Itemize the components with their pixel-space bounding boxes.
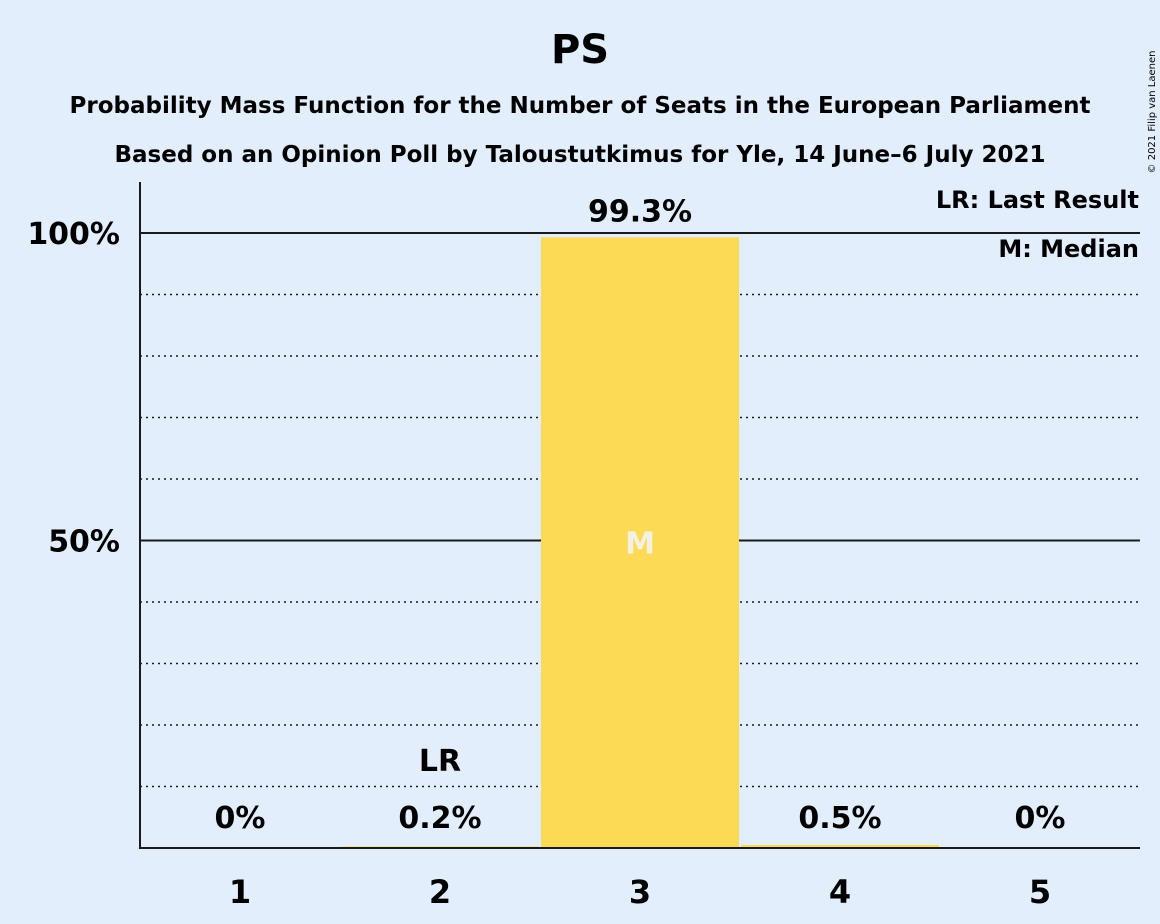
chart-title: PS (551, 27, 609, 73)
y-tick-labels: 50% 100% (27, 217, 120, 560)
bar (741, 844, 939, 848)
x-tick-label: 3 (629, 873, 651, 911)
y-tick-label: 100% (27, 217, 120, 252)
data-label: 0.2% (398, 801, 481, 836)
bar (541, 237, 739, 848)
legend-median: M: Median (998, 235, 1139, 263)
data-label: 0% (215, 801, 266, 836)
chart-subtitle-line-1: Probability Mass Function for the Number… (70, 93, 1091, 119)
y-tick-label: 50% (48, 525, 120, 560)
legend-last-result: LR: Last Result (936, 186, 1139, 214)
x-tick-labels: 1 2 3 4 5 (229, 873, 1051, 911)
data-label: 99.3% (588, 194, 692, 229)
median-marker: M (625, 527, 655, 562)
data-label: 0% (1015, 801, 1066, 836)
x-tick-label: 5 (1029, 873, 1051, 911)
last-result-marker: LR (419, 744, 461, 779)
copyright-notice: © 2021 Filip van Laenen (1147, 51, 1158, 174)
data-labels: 0% 0.2% 99.3% 0.5% 0% (215, 194, 1066, 836)
x-tick-label: 4 (829, 873, 851, 911)
data-label: 0.5% (798, 801, 881, 836)
bars (341, 237, 939, 848)
chart-subtitle-line-2: Based on an Opinion Poll by Taloustutkim… (114, 142, 1045, 168)
x-tick-label: 1 (229, 873, 251, 911)
markers: LR M (419, 527, 655, 779)
x-tick-label: 2 (429, 873, 451, 911)
